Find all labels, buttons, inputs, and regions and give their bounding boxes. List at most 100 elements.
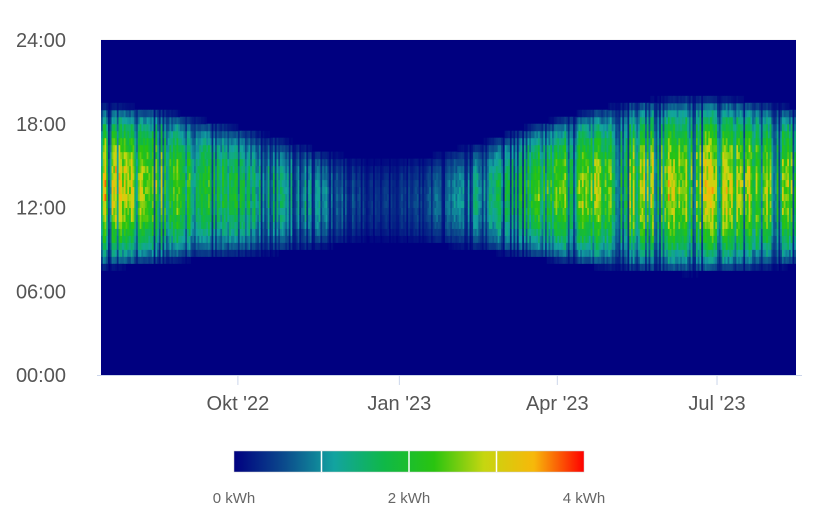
heatmap-cell [229,137,232,146]
heatmap-cell [271,207,274,215]
heatmap-cell [125,144,128,153]
heatmap-day-column [381,158,385,243]
heatmap-cell [181,158,184,167]
heatmap-cell [139,221,142,229]
heatmap-cell [253,151,256,160]
heatmap-cell [471,200,474,208]
heatmap-cell [408,200,411,208]
heatmap-day-column [480,144,483,250]
heatmap-cell [395,228,399,236]
heatmap-cell [160,193,163,202]
heatmap-cell [167,116,170,125]
heatmap-day-column [243,130,246,257]
heatmap-cell [109,186,113,195]
heatmap-cell [164,193,167,202]
heatmap-cell [351,228,355,236]
heatmap-cell [190,228,193,236]
heatmap-cell [148,228,151,236]
heatmap-cell [408,158,411,167]
heatmap-cell [267,137,270,146]
heatmap-cell [164,179,167,188]
heatmap-cell [181,193,184,202]
heatmap-cell [376,165,379,174]
heatmap-cell [327,214,330,222]
heatmap-cell [487,200,490,208]
heatmap-cell [176,144,179,153]
heatmap-cell [192,207,195,215]
heatmap-cell [172,200,176,208]
heatmap-cell [202,200,206,208]
heatmap-day-column [272,137,276,257]
heatmap-cell [471,228,474,236]
heatmap-cell [488,179,492,188]
heatmap-cell [387,214,390,222]
heatmap-cell [222,200,225,208]
heatmap-cell [106,137,109,146]
heatmap-cell [108,179,111,188]
heatmap-cell [190,214,193,222]
heatmap-cell [473,235,476,243]
heatmap-cell [150,221,153,229]
heatmap-cell [302,200,306,208]
heatmap-cell [104,158,107,167]
heatmap-cell [248,165,251,174]
heatmap-cell [337,221,341,229]
heatmap-cell [348,228,351,236]
heatmap-day-column [434,151,437,243]
heatmap-cell [183,221,186,229]
heatmap-cell [469,200,472,208]
heatmap-cell [243,186,246,195]
heatmap-cell [397,200,400,208]
heatmap-day-column [137,109,141,264]
heatmap-cell [392,207,395,215]
heatmap-cell [178,116,181,125]
heatmap-day-column [457,144,460,250]
heatmap-cell [294,172,297,181]
heatmap-cell [225,123,228,132]
heatmap-cell [204,116,207,125]
heatmap-cell [272,235,276,243]
heatmap-cell [230,186,234,195]
heatmap-cell [130,116,134,125]
heatmap-cell [181,200,184,208]
heatmap-cell [341,186,344,195]
heatmap-cell [139,249,142,257]
heatmap-cell [227,130,230,139]
heatmap-cell [329,179,332,188]
heatmap-cell [222,235,225,243]
heatmap-cell [108,151,111,160]
heatmap-cell [464,228,467,236]
heatmap-cell [143,123,146,132]
heatmap-cell [416,207,420,215]
heatmap-cell [185,179,188,188]
heatmap-cell [364,235,367,243]
heatmap-day-column [125,102,128,264]
heatmap-cell [299,151,302,160]
heatmap-cell [323,186,327,195]
heatmap-day-column [304,144,307,250]
heatmap-cell [237,235,241,243]
heatmap-cell [223,151,227,160]
heatmap-cell [483,193,486,202]
heatmap-cell [294,228,297,236]
heatmap-cell [315,200,318,208]
heatmap-cell [373,179,376,188]
heatmap-cell [351,207,355,215]
heatmap-cell [237,165,241,174]
heatmap-cell [118,256,121,264]
heatmap-cell [346,207,349,215]
heatmap-cell [120,102,123,111]
heatmap-cell [450,228,453,236]
heatmap-cell [439,235,442,243]
heatmap-cell [481,193,485,202]
heatmap-cell [337,172,341,181]
heatmap-cell [304,242,307,250]
heatmap-cell [488,235,492,243]
heatmap-cell [262,200,265,208]
heatmap-cell [265,235,269,243]
heatmap-cell [269,228,272,236]
heatmap-cell [183,165,186,174]
heatmap-cell [201,137,204,146]
heatmap-cell [373,221,376,229]
heatmap-cell [150,123,153,132]
